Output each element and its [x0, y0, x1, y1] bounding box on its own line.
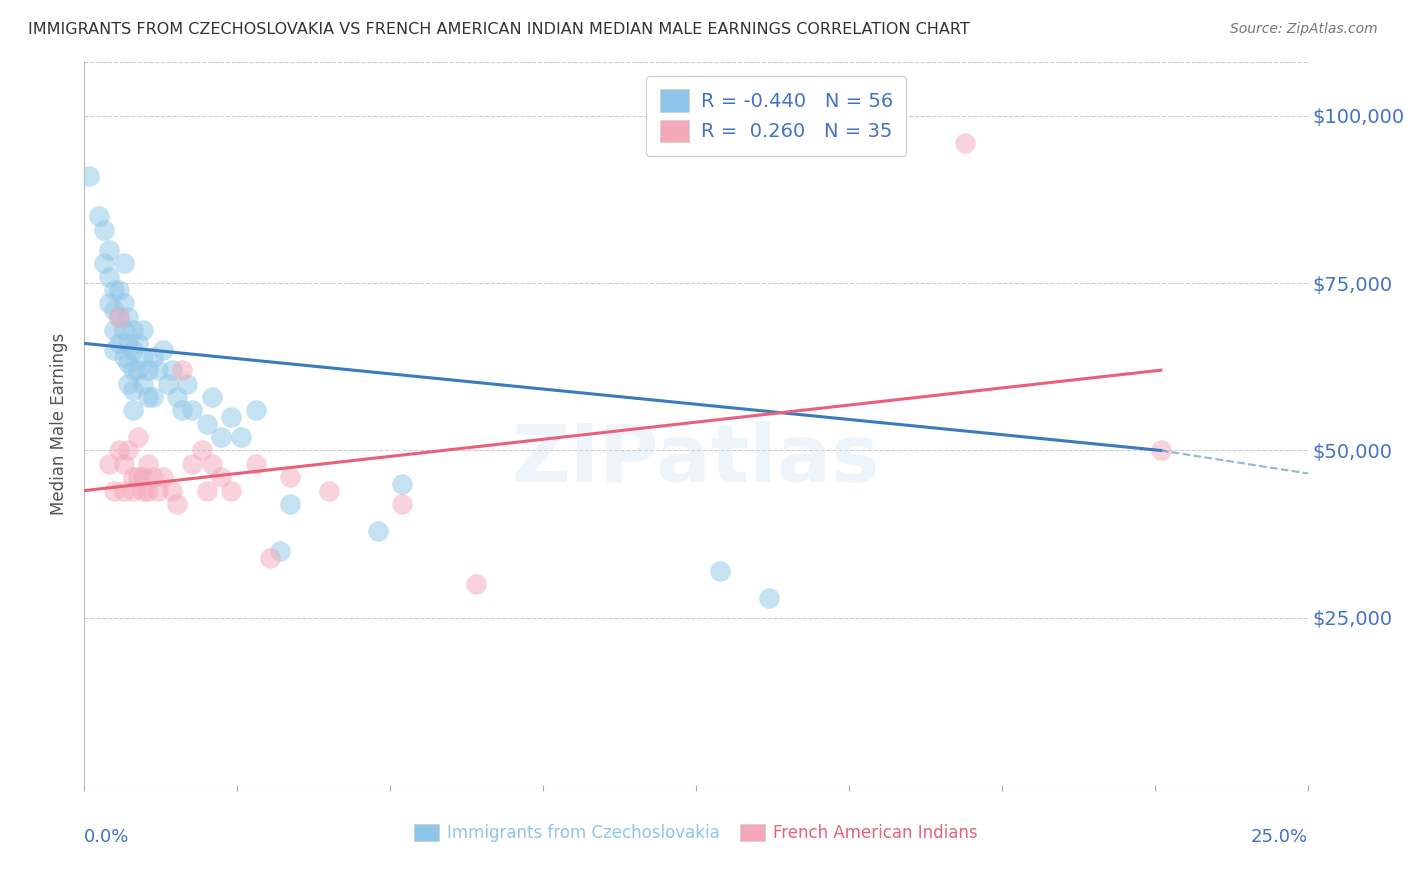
Point	[166, 390, 188, 404]
Point	[176, 376, 198, 391]
Text: ZIPatlas: ZIPatlas	[512, 421, 880, 499]
Point	[103, 302, 125, 317]
Point	[195, 483, 218, 498]
Point	[136, 363, 159, 377]
Point	[142, 390, 165, 404]
Point	[127, 336, 149, 351]
Point	[200, 457, 222, 471]
Point	[391, 497, 413, 511]
Point	[112, 457, 135, 471]
Point	[953, 136, 976, 150]
Point	[122, 323, 145, 337]
Point	[200, 390, 222, 404]
Point	[181, 403, 204, 417]
Point	[758, 591, 780, 605]
Point	[278, 470, 301, 484]
Point	[103, 343, 125, 358]
Point	[229, 430, 252, 444]
Point	[107, 336, 129, 351]
Point	[93, 256, 115, 270]
Point	[117, 336, 139, 351]
Point	[112, 323, 135, 337]
Point	[245, 403, 267, 417]
Point	[132, 483, 155, 498]
Point	[112, 350, 135, 364]
Point	[97, 243, 120, 257]
Point	[132, 376, 155, 391]
Point	[122, 343, 145, 358]
Point	[117, 356, 139, 371]
Point	[107, 283, 129, 297]
Point	[136, 483, 159, 498]
Point	[97, 269, 120, 284]
Point	[209, 430, 232, 444]
Point	[107, 310, 129, 324]
Point	[152, 470, 174, 484]
Point	[191, 443, 214, 458]
Point	[464, 577, 486, 591]
Point	[162, 363, 184, 377]
Point	[107, 443, 129, 458]
Point	[117, 443, 139, 458]
Point	[709, 564, 731, 578]
Point	[136, 390, 159, 404]
Point	[112, 483, 135, 498]
Point	[1150, 443, 1173, 458]
Point	[103, 483, 125, 498]
Point	[127, 430, 149, 444]
Point	[367, 524, 389, 538]
Point	[112, 256, 135, 270]
Point	[146, 483, 169, 498]
Point	[87, 209, 110, 223]
Point	[97, 457, 120, 471]
Point	[112, 296, 135, 310]
Text: 0.0%: 0.0%	[84, 829, 129, 847]
Point	[136, 457, 159, 471]
Point	[103, 283, 125, 297]
Point	[195, 417, 218, 431]
Point	[269, 543, 291, 558]
Point	[127, 363, 149, 377]
Point	[181, 457, 204, 471]
Point	[117, 376, 139, 391]
Point	[132, 350, 155, 364]
Point	[142, 470, 165, 484]
Point	[162, 483, 184, 498]
Point	[122, 403, 145, 417]
Point	[209, 470, 232, 484]
Y-axis label: Median Male Earnings: Median Male Earnings	[51, 333, 69, 515]
Point	[103, 323, 125, 337]
Point	[122, 363, 145, 377]
Point	[219, 483, 242, 498]
Point	[245, 457, 267, 471]
Point	[93, 222, 115, 236]
Point	[318, 483, 340, 498]
Point	[117, 310, 139, 324]
Point	[122, 470, 145, 484]
Text: 25.0%: 25.0%	[1250, 829, 1308, 847]
Point	[219, 410, 242, 425]
Point	[132, 323, 155, 337]
Point	[132, 470, 155, 484]
Point	[259, 550, 281, 565]
Point	[122, 483, 145, 498]
Point	[127, 470, 149, 484]
Text: IMMIGRANTS FROM CZECHOSLOVAKIA VS FRENCH AMERICAN INDIAN MEDIAN MALE EARNINGS CO: IMMIGRANTS FROM CZECHOSLOVAKIA VS FRENCH…	[28, 22, 970, 37]
Point	[122, 384, 145, 398]
Point	[172, 403, 194, 417]
Point	[152, 343, 174, 358]
Point	[156, 376, 179, 391]
Point	[391, 476, 413, 491]
Point	[77, 169, 100, 184]
Point	[166, 497, 188, 511]
Legend: Immigrants from Czechoslovakia, French American Indians: Immigrants from Czechoslovakia, French A…	[408, 817, 984, 849]
Point	[172, 363, 194, 377]
Point	[97, 296, 120, 310]
Point	[142, 350, 165, 364]
Point	[146, 363, 169, 377]
Text: Source: ZipAtlas.com: Source: ZipAtlas.com	[1230, 22, 1378, 37]
Point	[107, 310, 129, 324]
Point	[278, 497, 301, 511]
